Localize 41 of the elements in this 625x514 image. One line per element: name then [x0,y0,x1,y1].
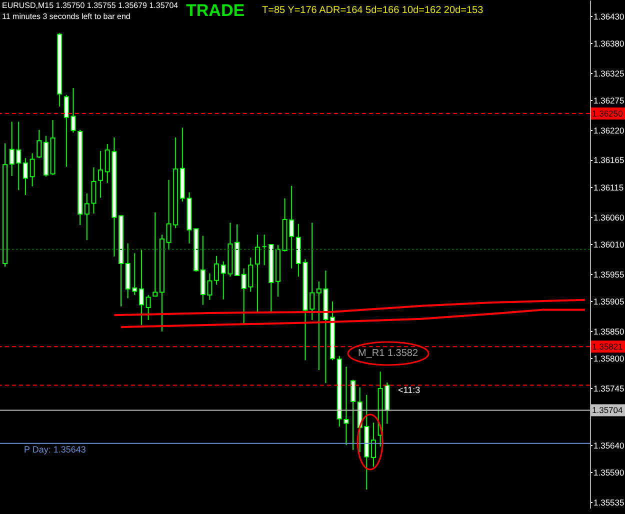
y-tick-label: 1.36010 [594,239,624,250]
y-tick-label: 1.35535 [594,498,624,508]
y-tick-label: 1.36275 [594,95,624,106]
candlestick [22,158,28,196]
candlestick [370,422,376,468]
ref-line-label: 1.36250 [592,108,623,119]
y-tick-label: 1.35800 [594,354,624,364]
candlestick [36,129,42,159]
annotation: <11:3 [398,385,420,395]
y-tick-label: 1.36325 [594,68,624,78]
candlestick [214,255,220,286]
y-tick-label: 1.36165 [594,155,624,166]
y-tick-label: 1.35850 [594,326,624,336]
y-tick-label: 1.36060 [594,212,624,222]
y-tick-label: 1.36220 [594,125,624,136]
candlestick [146,294,151,321]
annotation: TRADE [186,1,245,20]
annotation: M_R1 1.3582 [358,348,418,359]
candlestick [30,152,35,187]
line-series [120,308,586,328]
y-tick-label: 1.36430 [594,11,624,22]
y-tick-label: 1.36380 [594,38,624,48]
y-tick-label: 1.35745 [594,383,624,394]
candlestick [350,379,356,450]
y-tick-label: 1.35905 [594,296,624,306]
ref-line-label: 1.35704 [592,405,623,416]
line-series [113,298,586,316]
y-tick-label: 1.35640 [594,440,624,450]
candlestick [310,222,315,321]
ref-line-label: P Day: 1.35643 [24,444,86,454]
y-tick-label: 1.35590 [594,468,624,478]
candlestick [138,249,144,326]
y-tick-label: 1.36115 [594,182,624,192]
y-tick-label: 1.35955 [594,269,624,280]
candlestick [152,212,158,298]
ref-line-label: 1.35821 [592,342,623,352]
candlestick [254,234,260,314]
text: 11 minutes 3 seconds left to bar end [2,12,130,21]
annotation: T=85 Y=176 ADR=164 5d=166 10d=162 20d=153 [262,5,484,16]
candlestick [98,150,104,198]
chart-title: EURUSD,M15 1.35750 1.35755 1.35679 1.35704 [2,1,179,10]
